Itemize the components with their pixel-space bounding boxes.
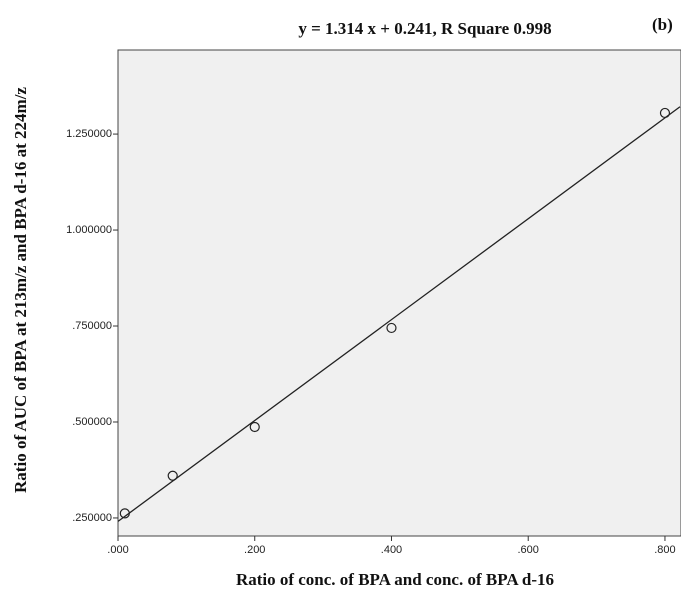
data-point xyxy=(167,470,178,481)
data-point xyxy=(386,322,397,334)
x-tick-label: .000 xyxy=(107,544,128,556)
y-axis-label: Ratio of AUC of BPA at 213m/z and BPA d-… xyxy=(11,87,30,493)
y-tick-label: 1.250000 xyxy=(66,128,112,140)
x-axis-label: Ratio of conc. of BPA and conc. of BPA d… xyxy=(236,570,554,589)
chart-title: y = 1.314 x + 0.241, R Square 0.998 xyxy=(298,19,551,38)
data-point xyxy=(119,508,130,519)
x-tick-label: .200 xyxy=(244,544,265,556)
regression-line xyxy=(118,106,681,522)
data-point xyxy=(249,421,260,433)
y-tick-label: .500000 xyxy=(72,416,112,428)
data-point xyxy=(659,107,671,119)
plot-area xyxy=(117,49,681,537)
plot-content xyxy=(118,106,681,522)
x-tick-label: .400 xyxy=(381,544,402,556)
y-tick-label: .750000 xyxy=(72,320,112,332)
y-tick-label: .250000 xyxy=(72,512,112,524)
x-tick-label: .600 xyxy=(518,544,539,556)
x-tick-label: .800 xyxy=(654,544,675,556)
y-tick-label: 1.000000 xyxy=(66,224,112,236)
panel-label: (b) xyxy=(652,15,673,34)
